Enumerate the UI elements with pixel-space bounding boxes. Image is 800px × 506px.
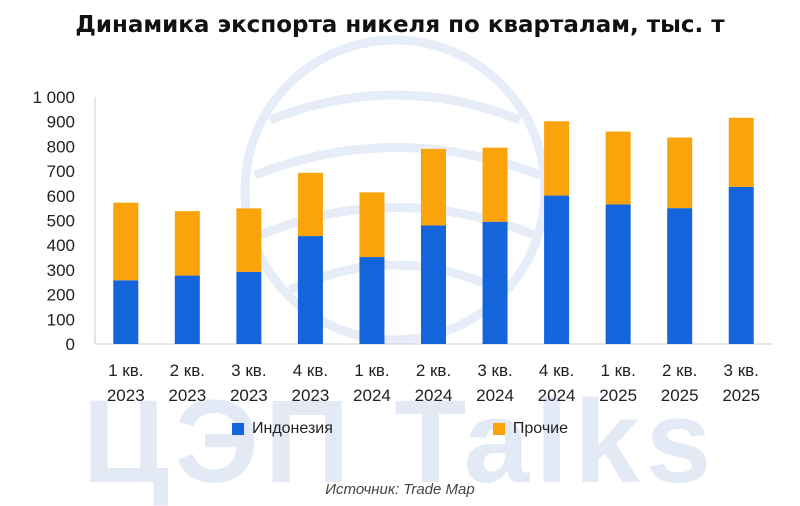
x-tick-quarter: 2 кв.	[170, 361, 205, 380]
y-tick-label: 400	[47, 236, 75, 255]
x-tick-year: 2023	[230, 386, 268, 405]
x-tick-quarter: 3 кв.	[724, 361, 759, 380]
x-tick-year: 2024	[538, 386, 576, 405]
x-tick-year: 2024	[415, 386, 453, 405]
x-tick-year: 2025	[722, 386, 760, 405]
y-tick-label: 200	[47, 286, 75, 305]
x-tick-label: 2 кв. 2023	[168, 361, 206, 405]
y-tick-labels: 0 100 200 300 400 500 600 700 800 900 1 000	[32, 88, 75, 354]
x-tick-quarter: 3 кв.	[231, 361, 266, 380]
y-tick-label: 700	[47, 162, 75, 181]
x-tick-quarter: 1 кв.	[600, 361, 635, 380]
bar-other	[421, 148, 446, 226]
y-tick-label: 1 000	[32, 88, 75, 107]
bar-indonesia	[174, 275, 200, 344]
bar-other	[605, 131, 631, 205]
bar-other	[482, 147, 508, 222]
legend-swatch-other	[492, 423, 505, 435]
x-tick-year: 2023	[168, 386, 206, 405]
x-tick-label: 1 кв. 2024	[353, 361, 391, 405]
bar-indonesia	[113, 280, 139, 344]
bar-other	[728, 117, 754, 187]
y-tick-label: 800	[47, 137, 75, 156]
x-tick-quarter: 1 кв.	[354, 361, 389, 380]
y-tick-label: 100	[47, 310, 75, 329]
x-tick-year: 2023	[291, 386, 329, 405]
bar-indonesia	[421, 225, 446, 344]
legend-item-indonesia: Индонезия	[231, 420, 333, 438]
x-tick-year: 2025	[661, 386, 699, 405]
bar-other	[113, 202, 139, 281]
x-tick-label: 3 кв. 2024	[476, 361, 514, 405]
x-tick-quarter: 2 кв.	[416, 361, 451, 380]
x-tick-quarter: 1 кв.	[108, 361, 143, 380]
chart-title: Динамика экспорта никеля по кварталам, т…	[75, 12, 725, 38]
y-tick-label: 300	[47, 261, 75, 280]
bar-other	[359, 192, 385, 258]
y-tick-label: 500	[47, 212, 75, 231]
bar-indonesia	[359, 257, 385, 344]
bar-indonesia	[236, 271, 262, 344]
x-tick-label: 3 кв. 2023	[230, 361, 268, 405]
bar-indonesia	[728, 186, 754, 344]
x-tick-label: 1 кв. 2023	[107, 361, 145, 405]
bar-indonesia	[482, 221, 508, 344]
legend: Индонезия Прочие	[0, 420, 800, 438]
x-tick-label: 3 кв. 2025	[722, 361, 760, 405]
bar-other	[297, 172, 323, 237]
x-tick-year: 2023	[107, 386, 145, 405]
bar-other	[174, 211, 200, 276]
x-tick-label: 1 кв. 2025	[599, 361, 637, 405]
legend-label-indonesia: Индонезия	[251, 420, 333, 437]
bar-indonesia	[297, 236, 323, 344]
x-tick-quarter: 2 кв.	[662, 361, 697, 380]
legend-item-other: Прочие	[492, 420, 568, 438]
x-tick-year: 2025	[599, 386, 637, 405]
x-tick-quarter: 3 кв.	[477, 361, 512, 380]
x-tick-label: 2 кв. 2025	[661, 361, 699, 405]
y-tick-label: 600	[47, 187, 75, 206]
x-tick-year: 2024	[353, 386, 391, 405]
y-tick-label: 900	[47, 113, 75, 132]
x-tick-quarter: 4 кв.	[539, 361, 574, 380]
bar-other	[667, 137, 693, 209]
bars	[113, 117, 754, 344]
bar-other	[544, 121, 570, 196]
bar-other	[236, 208, 262, 272]
y-tick-label: 0	[66, 335, 75, 354]
bar-indonesia	[667, 208, 693, 344]
legend-label-other: Прочие	[512, 420, 568, 437]
x-tick-label: 4 кв. 2024	[538, 361, 576, 405]
x-tick-label: 4 кв. 2023	[291, 361, 329, 405]
bar-indonesia	[544, 195, 570, 344]
x-tick-year: 2024	[476, 386, 514, 405]
x-tick-quarter: 4 кв.	[293, 361, 328, 380]
watermark-text: ЦЭП Talks	[83, 376, 718, 506]
x-tick-label: 2 кв. 2024	[415, 361, 453, 405]
legend-swatch-indonesia	[231, 423, 244, 435]
bar-indonesia	[605, 204, 631, 344]
source-note: Источник: Trade Map	[325, 481, 475, 498]
